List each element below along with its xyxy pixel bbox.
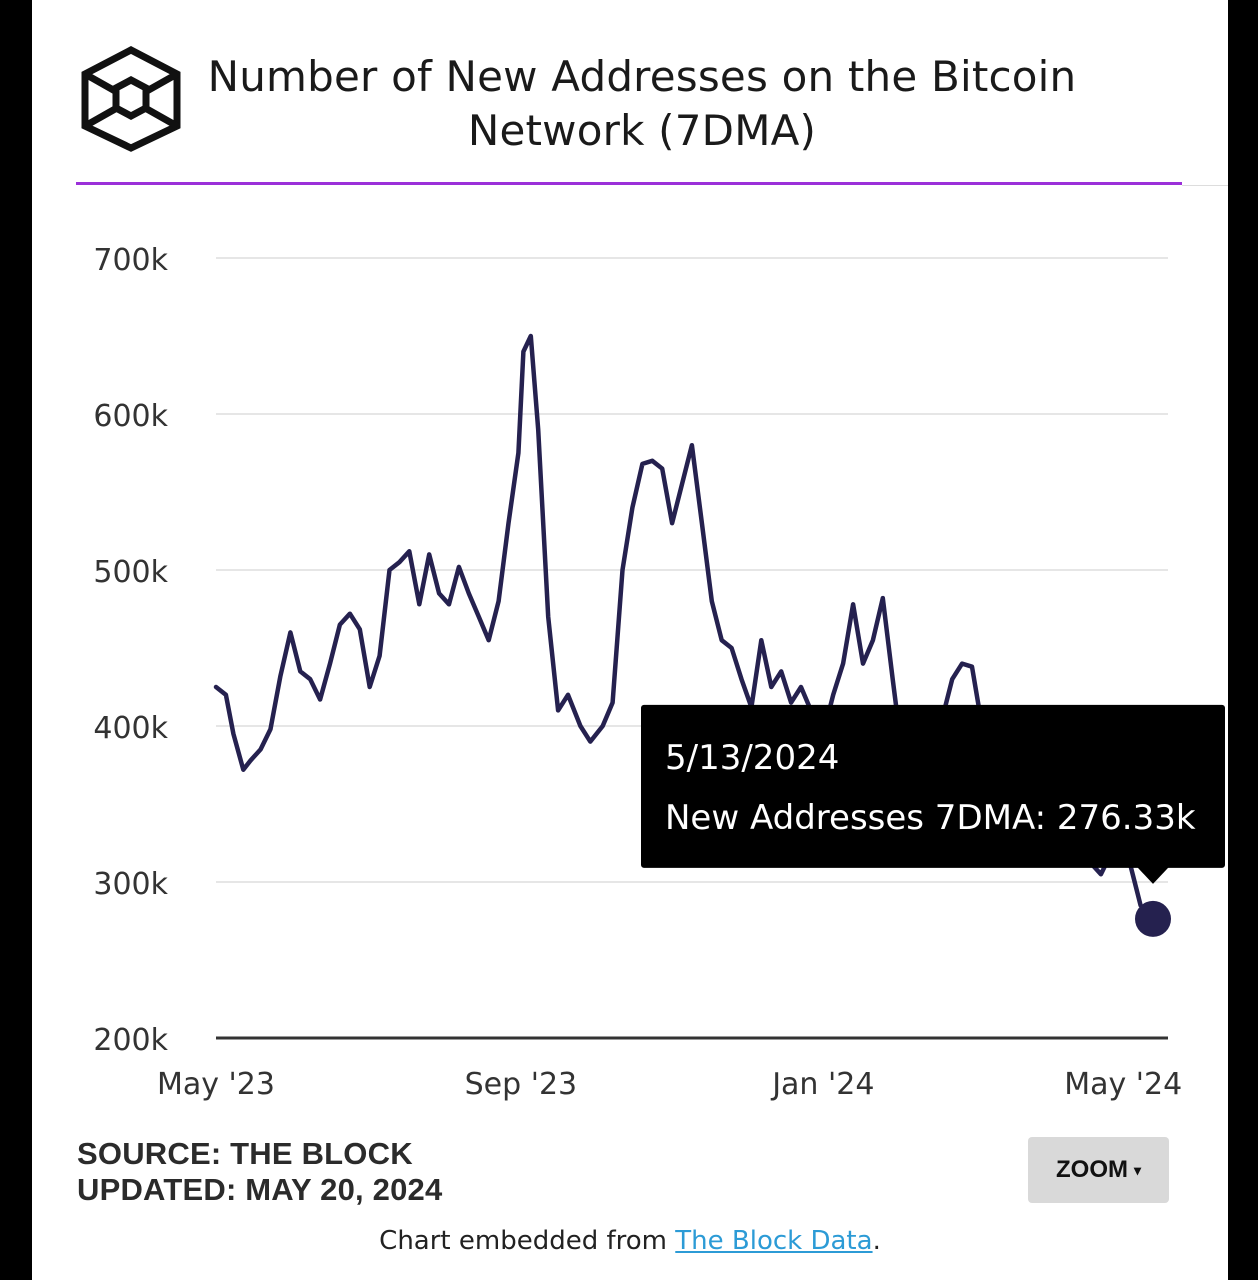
y-tick-label: 300k (93, 867, 168, 902)
y-tick-label: 700k (93, 243, 168, 278)
tooltip-value: New Addresses 7DMA: 276.33k (665, 798, 1196, 838)
tooltip-pointer (1137, 866, 1169, 884)
highlight-point[interactable] (1135, 900, 1171, 937)
line-chart[interactable]: 700k 600k 500k 400k 300k 200k May '23 Sep '23 J… (32, 0, 1228, 1110)
the-block-logo-icon (81, 46, 181, 152)
y-tick-label: 400k (93, 711, 168, 746)
x-tick-label: Sep '23 (465, 1067, 578, 1102)
x-tick-label: May '23 (157, 1067, 275, 1102)
updated-label: UPDATED: MAY 20, 2024 (77, 1172, 443, 1207)
title-divider (1182, 185, 1228, 186)
embed-suffix: . (872, 1226, 881, 1256)
y-tick-label: 500k (93, 555, 168, 590)
source-label: SOURCE: THE BLOCK (77, 1136, 413, 1171)
title-accent-rule (76, 182, 1182, 185)
x-tick-label: Jan '24 (770, 1067, 874, 1102)
the-block-data-link[interactable]: The Block Data (675, 1226, 873, 1256)
y-axis-ticks: 700k 600k 500k 400k 300k 200k (93, 243, 168, 1058)
zoom-button[interactable]: ZOOM ▾ (1028, 1137, 1169, 1203)
page-title: Number of New Addresses on the Bitcoin N… (207, 52, 1077, 155)
x-axis-ticks: May '23 Sep '23 Jan '24 May '24 (157, 1067, 1182, 1102)
zoom-label: ZOOM (1055, 1156, 1128, 1183)
x-tick-label: May '24 (1064, 1067, 1182, 1102)
embed-note: Chart embedded from The Block Data. (32, 1226, 1228, 1256)
y-tick-label: 200k (93, 1023, 168, 1058)
y-tick-label: 600k (93, 399, 168, 434)
chart-card: Number of New Addresses on the Bitcoin N… (32, 0, 1228, 1280)
tooltip-date: 5/13/2024 (665, 738, 839, 778)
embed-prefix: Chart embedded from (379, 1226, 676, 1256)
caret-down-icon: ▾ (1133, 1161, 1142, 1178)
tooltip-box (641, 704, 1225, 868)
tooltip: 5/13/2024 New Addresses 7DMA: 276.33k (641, 704, 1225, 884)
